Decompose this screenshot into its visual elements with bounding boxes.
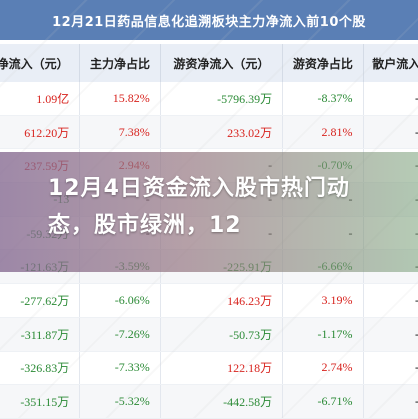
table-cell: 233.02万 [160,115,284,150]
table-cell: - [363,384,418,419]
table-cell: 2.74% [282,351,364,386]
table-row: -351.15万-5.32%-442.58万-6.71%- [0,384,418,419]
table-cell: 146.23万 [160,283,284,318]
table-cell: 7.38% [79,115,161,150]
table-cell: -277.62万 [0,283,81,318]
headline-overlay [0,152,418,272]
header-row: 净流入（元） 主力净占比 游资净流入（元） 游资净占比 散户流入 [0,44,418,82]
headline-text: 12月4日资金流入股市热门动态，股市绿洲，12 [48,176,350,238]
col-header: 游资净占比 [282,44,364,82]
col-header: 净流入（元） [0,44,81,82]
table-cell: - [363,82,418,116]
table-cell: -6.71% [282,384,364,419]
table-cell: -8.37% [282,82,364,116]
table-cell: 612.20万 [0,115,81,150]
table-title: 12月21日药品信息化追溯板块主力净流入前10个股 [0,0,418,40]
table-cell: - [363,351,418,386]
table-cell: 15.82% [79,82,161,116]
table-cell: 122.18万 [160,351,284,386]
table-cell: - [363,283,418,318]
table-cell: -6.06% [79,283,161,318]
table-cell: -5796.39万 [160,82,284,116]
table-cell: - [363,115,418,150]
table-cell: -1.17% [282,317,364,352]
col-header: 散户流入 [363,44,418,82]
table-cell: -50.73万 [160,317,284,352]
table-cell: -442.58万 [160,384,284,419]
table-cell: - [363,317,418,352]
table-cell: -351.15万 [0,384,81,419]
table-cell: 1.09亿 [0,82,81,116]
col-header: 游资净流入（元） [160,44,284,82]
table-cell: -311.87万 [0,317,81,352]
col-header: 主力净占比 [79,44,161,82]
table-cell: -326.83万 [0,351,81,386]
table-cell: 3.19% [282,283,364,318]
table-cell: -7.26% [79,317,161,352]
table-cell: -7.33% [79,351,161,386]
table-row: -311.87万-7.26%-50.73万-1.17%- [0,317,418,352]
table-cell: 2.81% [282,115,364,150]
table-cell: -5.32% [79,384,161,419]
